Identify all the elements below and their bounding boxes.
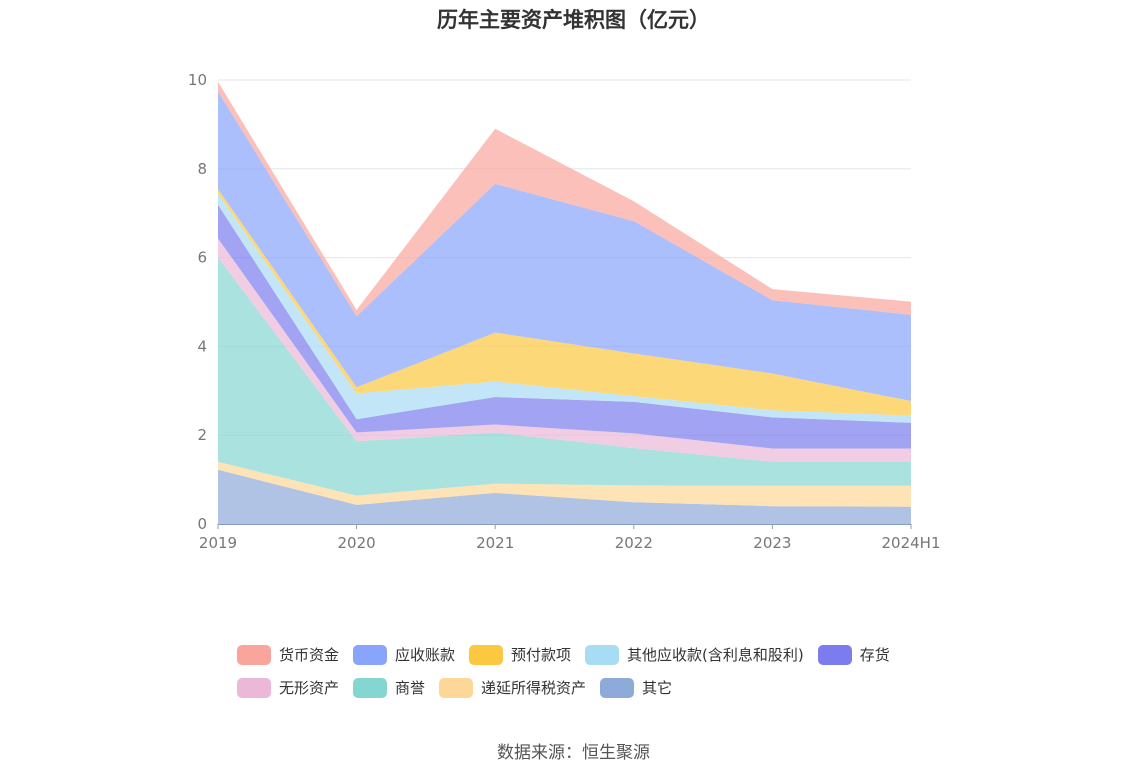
legend-label: 货币资金 [279,646,340,664]
legend-swatch [817,644,852,665]
area-series-递延所得税资产 [218,461,911,507]
legend: 货币资金 应收账款 预付款项 其他应收款(含利息和股利) 存货 无形资产 商誉 递延所得税资… [237,638,937,704]
area-series [218,81,911,524]
legend-row: 货币资金 应收账款 预付款项 其他应收款(含利息和股利) 存货 [237,638,937,671]
x-tick-label: 2023 [753,534,791,552]
area-series-商誉 [218,257,911,496]
x-tick-label: 2021 [476,534,514,552]
legend-label: 无形资产 [279,679,340,697]
x-tick-label: 2020 [338,534,376,552]
legend-label: 其他应收款(含利息和股利) [627,646,804,664]
x-tick-label: 2022 [615,534,653,552]
legend-item[interactable]: 预付款项 [469,644,571,665]
legend-item[interactable]: 无形资产 [237,677,339,698]
legend-item[interactable]: 递延所得税资产 [439,677,586,698]
legend-label: 递延所得税资产 [481,679,587,697]
x-tick-label: 2019 [199,534,237,552]
legend-swatch [353,677,388,698]
legend-swatch [237,677,271,698]
legend-item[interactable]: 货币资金 [237,644,339,665]
area-series-其它 [218,469,911,524]
legend-swatch [353,644,388,665]
x-tick-label: 2024H1 [882,534,941,552]
data-source: 数据来源：恒生聚源 [497,743,650,763]
legend-item[interactable]: 应收账款 [353,644,455,665]
legend-item[interactable]: 其它 [600,677,672,698]
legend-row: 无形资产 商誉 递延所得税资产 其它 [237,671,937,704]
area-series-存货 [218,204,911,449]
legend-item[interactable]: 存货 [817,644,890,665]
chart-title: 历年主要资产堆积图（亿元） [437,8,710,32]
area-series-预付款项 [218,189,911,416]
y-tick-label: 2 [197,426,207,444]
legend-swatch [469,644,504,665]
legend-label: 商誉 [395,679,426,697]
y-tick-label: 4 [197,337,207,355]
axes: 0 2 4 6 8 10 2019 2020 2021 2022 2023 2024H1 [188,71,941,552]
legend-swatch [439,677,474,698]
y-tick-label: 10 [188,71,207,89]
legend-swatch [585,644,620,665]
legend-label: 存货 [859,646,890,664]
legend-label: 其它 [642,679,673,697]
legend-label: 预付款项 [511,646,572,664]
legend-item[interactable]: 其他应收款(含利息和股利) [585,644,804,665]
legend-label: 应收账款 [395,646,456,664]
y-tick-label: 0 [197,515,207,533]
area-series-货币资金 [218,81,911,317]
legend-item[interactable]: 商誉 [353,677,425,698]
y-tick-label: 6 [197,249,207,267]
legend-swatch [600,677,635,698]
legend-swatch [237,644,271,665]
y-tick-label: 8 [197,160,207,178]
stacked-area-chart: 0 2 4 6 8 10 2019 2020 2021 2022 2023 2024H1 [188,71,941,552]
area-series-应收账款 [218,91,911,401]
